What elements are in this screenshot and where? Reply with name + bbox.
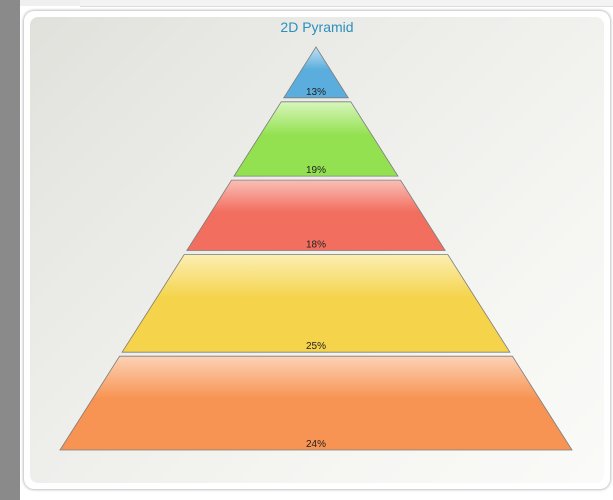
- pyramid-segment-1: [282, 46, 350, 99]
- pyramid-segment-label-3: 18%: [306, 240, 326, 251]
- pyramid-segment-label-4: 25%: [306, 341, 326, 352]
- pyramid-segment-label-5: 24%: [306, 439, 326, 450]
- pyramid-segment-5: [59, 355, 573, 451]
- chart-panel: 2D Pyramid 13% 19% 18% 25% 24%: [24, 11, 610, 489]
- pyramid-chart: 13% 19% 18% 25% 24%: [59, 46, 573, 451]
- chart-area: 2D Pyramid 13% 19% 18% 25% 24%: [30, 17, 604, 483]
- window-top-bar: [80, 0, 613, 7]
- window-left-edge: [0, 0, 20, 500]
- pyramid-segment-label-2: 19%: [306, 165, 326, 176]
- pyramid-segment-label-1: 13%: [306, 87, 326, 98]
- pyramid-segment-2: [233, 101, 399, 177]
- pyramid-segment-4: [121, 254, 511, 353]
- window-top-tab: [20, 0, 80, 6]
- chart-title: 2D Pyramid: [280, 19, 354, 35]
- pyramid-segment-3: [186, 179, 446, 251]
